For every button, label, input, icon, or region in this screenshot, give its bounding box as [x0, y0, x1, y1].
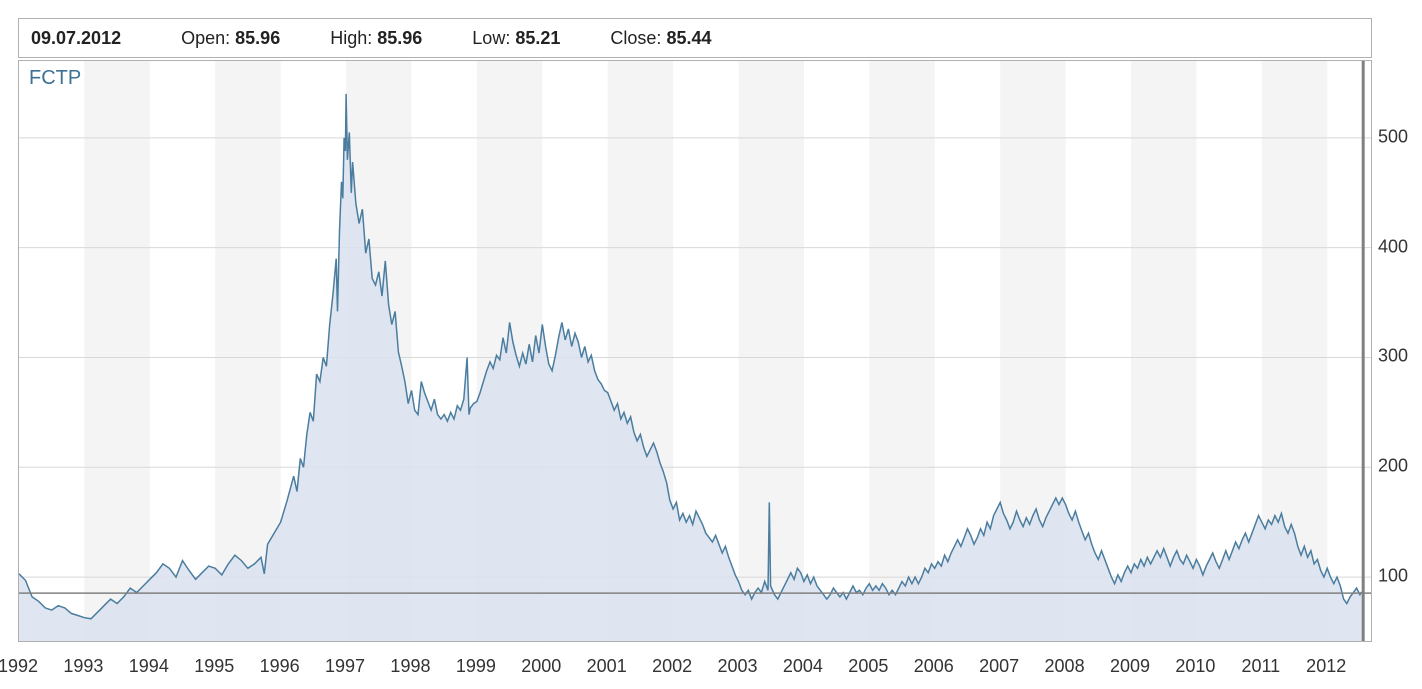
high-label: High: [330, 28, 372, 48]
x-tick-label: 1998 [390, 656, 430, 677]
x-tick-label: 2000 [521, 656, 561, 677]
x-tick-label: 2012 [1306, 656, 1346, 677]
open-value: 85.96 [235, 28, 280, 48]
y-tick-label: 200 [1378, 456, 1408, 477]
open-label: Open: [181, 28, 230, 48]
x-tick-label: 1992 [0, 656, 38, 677]
close-label: Close: [610, 28, 661, 48]
x-tick-label: 2009 [1110, 656, 1150, 677]
x-tick-label: 1999 [456, 656, 496, 677]
y-tick-label: 500 [1378, 126, 1408, 147]
plot-svg [19, 61, 1372, 642]
x-tick-label: 2005 [848, 656, 888, 677]
high-value: 85.96 [377, 28, 422, 48]
x-tick-label: 2002 [652, 656, 692, 677]
close-value: 85.44 [666, 28, 711, 48]
ohlc-header: 09.07.2012 Open: 85.96 High: 85.96 Low: … [18, 18, 1372, 58]
x-axis: 1992199319941995199619971998199920002001… [18, 648, 1372, 678]
stock-chart: 09.07.2012 Open: 85.96 High: 85.96 Low: … [0, 0, 1422, 689]
header-date: 09.07.2012 [31, 28, 121, 49]
x-tick-label: 1993 [63, 656, 103, 677]
y-tick-label: 400 [1378, 236, 1408, 257]
x-tick-label: 2006 [914, 656, 954, 677]
x-tick-label: 2001 [587, 656, 627, 677]
y-tick-label: 100 [1378, 566, 1408, 587]
plot-area[interactable]: FCTP [18, 60, 1372, 642]
x-tick-label: 2003 [717, 656, 757, 677]
x-tick-label: 2004 [783, 656, 823, 677]
x-tick-label: 1995 [194, 656, 234, 677]
x-tick-label: 2011 [1241, 656, 1280, 677]
y-tick-label: 300 [1378, 346, 1408, 367]
series-label: FCTP [29, 67, 81, 90]
x-tick-label: 2008 [1045, 656, 1085, 677]
x-tick-label: 2010 [1175, 656, 1215, 677]
low-value: 85.21 [515, 28, 560, 48]
y-axis: 100 200 300 400 500 [1378, 60, 1422, 642]
x-tick-label: 2007 [979, 656, 1019, 677]
x-tick-label: 1994 [129, 656, 169, 677]
x-tick-label: 1997 [325, 656, 365, 677]
low-label: Low: [472, 28, 510, 48]
x-tick-label: 1996 [260, 656, 300, 677]
